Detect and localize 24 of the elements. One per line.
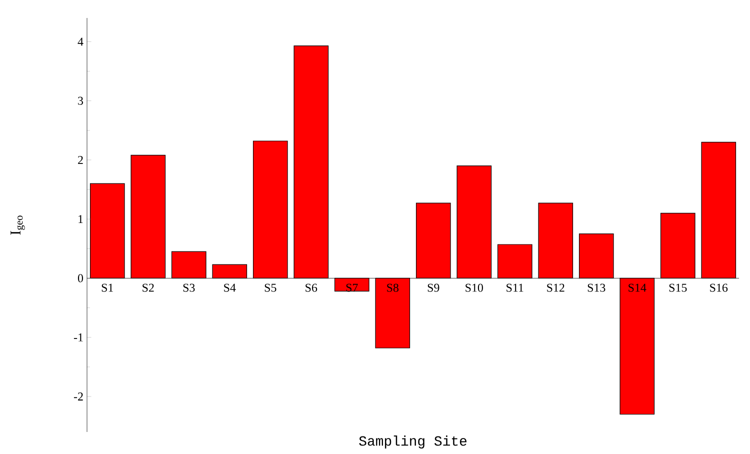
x-tick-label: S9 bbox=[428, 284, 440, 292]
x-tick-label: S5 bbox=[264, 284, 276, 292]
x-tick-label: S4 bbox=[224, 284, 236, 292]
x-tick-label: S1 bbox=[102, 284, 113, 292]
x-tick-label: S10 bbox=[466, 284, 483, 292]
x-tick-label: S14 bbox=[628, 284, 646, 292]
x-tick-label: S16 bbox=[710, 284, 728, 292]
x-tick-label: S8 bbox=[387, 284, 398, 292]
y-tick-label: 1 bbox=[78, 215, 83, 224]
y-tick-label: 4 bbox=[78, 38, 84, 46]
x-tick-label: S15 bbox=[669, 284, 687, 292]
x-tick-label: S3 bbox=[183, 284, 195, 292]
y-axis-title: I$_{geo}$ bbox=[10, 216, 25, 235]
y-tick-label: 2 bbox=[78, 156, 83, 164]
x-axis-title: Sampling Site bbox=[359, 436, 466, 448]
y-tick-label: -2 bbox=[74, 392, 83, 400]
x-tick-label: S12 bbox=[547, 284, 564, 292]
y-tick-label: 0 bbox=[78, 274, 84, 282]
x-tick-label: S6 bbox=[306, 284, 318, 292]
x-tick-label: S2 bbox=[142, 284, 154, 292]
x-tick-label: S13 bbox=[588, 284, 606, 292]
x-tick-label: S11 bbox=[506, 284, 524, 292]
y-tick-label: -1 bbox=[74, 333, 83, 342]
y-tick-label: 3 bbox=[78, 96, 84, 105]
